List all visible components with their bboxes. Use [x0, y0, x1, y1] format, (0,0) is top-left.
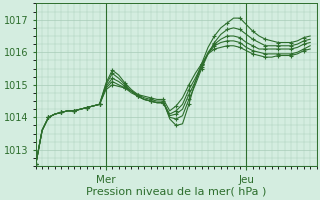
X-axis label: Pression niveau de la mer( hPa ): Pression niveau de la mer( hPa )	[86, 187, 266, 197]
